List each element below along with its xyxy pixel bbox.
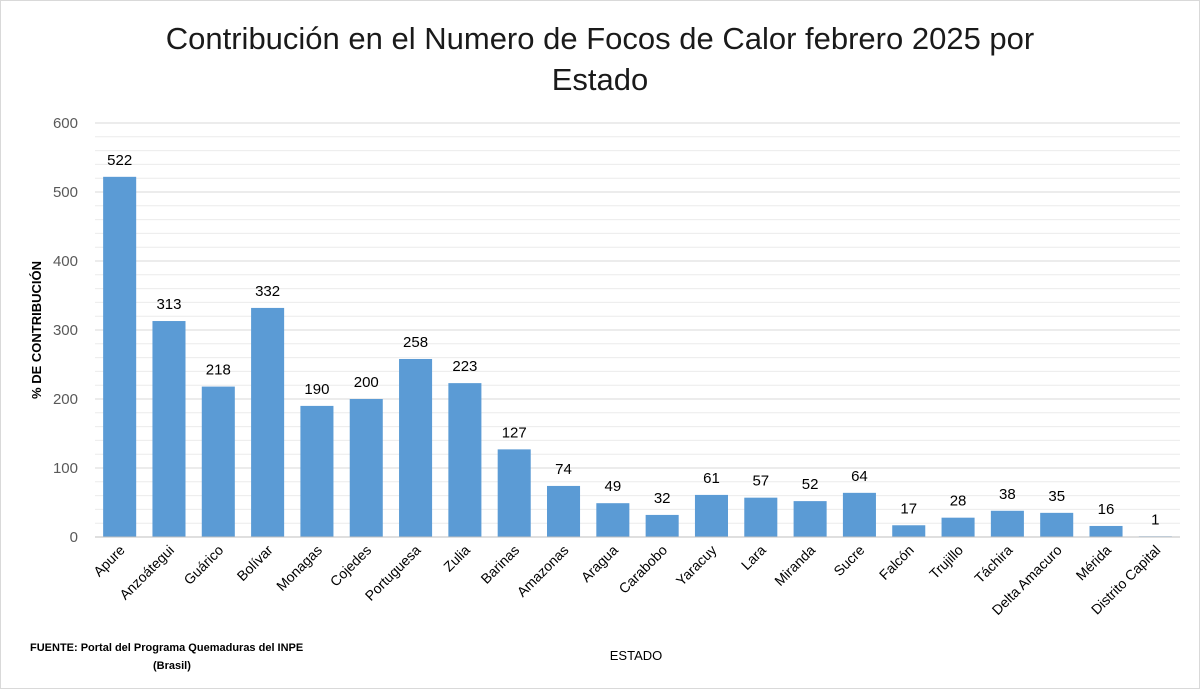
x-tick-label: Mérida [1073, 542, 1115, 584]
source-note-line1: FUENTE: Portal del Programa Quemaduras d… [30, 642, 304, 654]
x-tick-label: Falcón [876, 542, 917, 583]
bar [1089, 525, 1123, 537]
data-labels: 522 313 218 332 190 200 258 223 127 74 49 32 61 57 52 6… [107, 152, 1159, 528]
chart-title-line1: Contribución en el Numero de Focos de Ca… [165, 21, 1035, 56]
bar [990, 510, 1024, 537]
x-tick-label: Yaracuy [673, 542, 720, 589]
bar [596, 503, 630, 537]
x-tick-label: Bolívar [234, 542, 276, 584]
data-label: 313 [156, 296, 181, 313]
data-label: 32 [654, 490, 671, 507]
data-label: 127 [502, 424, 527, 441]
x-tick-label: Aragua [578, 542, 621, 585]
data-label: 332 [255, 283, 280, 300]
data-label: 52 [802, 476, 819, 493]
y-tick-label: 300 [53, 322, 78, 339]
x-tick-label: Sucre [830, 542, 867, 579]
data-label: 1 [1151, 511, 1159, 528]
y-tick-label: 600 [53, 115, 78, 132]
bars [103, 176, 1172, 537]
bar [645, 514, 679, 537]
bar [103, 176, 137, 537]
bar [399, 358, 433, 537]
bar [448, 383, 482, 537]
x-tick-label: Trujillo [926, 542, 966, 582]
bar [152, 321, 186, 537]
data-label: 28 [950, 493, 967, 510]
x-axis-label: ESTADO [610, 648, 663, 663]
y-tick-label: 200 [53, 391, 78, 408]
y-axis: 0 100 200 300 400 500 600 [53, 115, 78, 546]
bar [744, 497, 778, 537]
y-tick-label: 0 [70, 529, 78, 546]
data-label: 74 [555, 461, 572, 478]
data-label: 522 [107, 152, 132, 169]
data-label: 64 [851, 468, 868, 485]
y-tick-label: 400 [53, 253, 78, 270]
data-label: 223 [452, 358, 477, 375]
x-tick-label: Monagas [273, 542, 325, 594]
bar [892, 525, 926, 537]
y-tick-label: 500 [53, 184, 78, 201]
bar [547, 485, 581, 537]
chart-title: Contribución en el Numero de Focos de Ca… [100, 18, 1100, 100]
data-label: 61 [703, 470, 720, 487]
bar [941, 517, 975, 537]
y-axis-label: % DE CONTRIBUCIÓN [29, 261, 44, 399]
data-label: 35 [1048, 488, 1065, 505]
x-tick-label: Apure [90, 542, 128, 580]
bar [497, 449, 531, 537]
x-tick-label: Miranda [771, 542, 818, 589]
bar [201, 386, 235, 537]
data-label: 218 [206, 362, 231, 379]
y-tick-label: 100 [53, 460, 78, 477]
data-label: 57 [752, 473, 769, 490]
data-label: 190 [304, 381, 329, 398]
bar [349, 399, 383, 537]
bar [694, 494, 728, 537]
data-label: 17 [900, 500, 917, 517]
x-tick-label: Guárico [180, 542, 226, 588]
x-tick-label: Cojedes [327, 542, 375, 590]
data-label: 38 [999, 486, 1016, 503]
x-tick-label: Barinas [477, 542, 522, 587]
data-label: 200 [354, 374, 379, 391]
data-label: 49 [604, 478, 621, 495]
x-tick-label: Zulia [440, 542, 473, 575]
data-label: 16 [1098, 501, 1115, 518]
bar [793, 501, 827, 537]
bar [300, 405, 334, 537]
x-tick-label: Lara [738, 542, 769, 573]
data-label: 258 [403, 334, 428, 351]
bar [1040, 512, 1074, 537]
x-tick-label: Amazonas [514, 542, 572, 600]
x-tick-label: Carabobo [615, 542, 670, 597]
bar [842, 492, 876, 537]
source-note-line2: (Brasil) [153, 660, 191, 672]
bar [251, 307, 285, 537]
chart-title-line2: Estado [551, 62, 649, 97]
x-tick-label: Táchira [971, 542, 1015, 586]
